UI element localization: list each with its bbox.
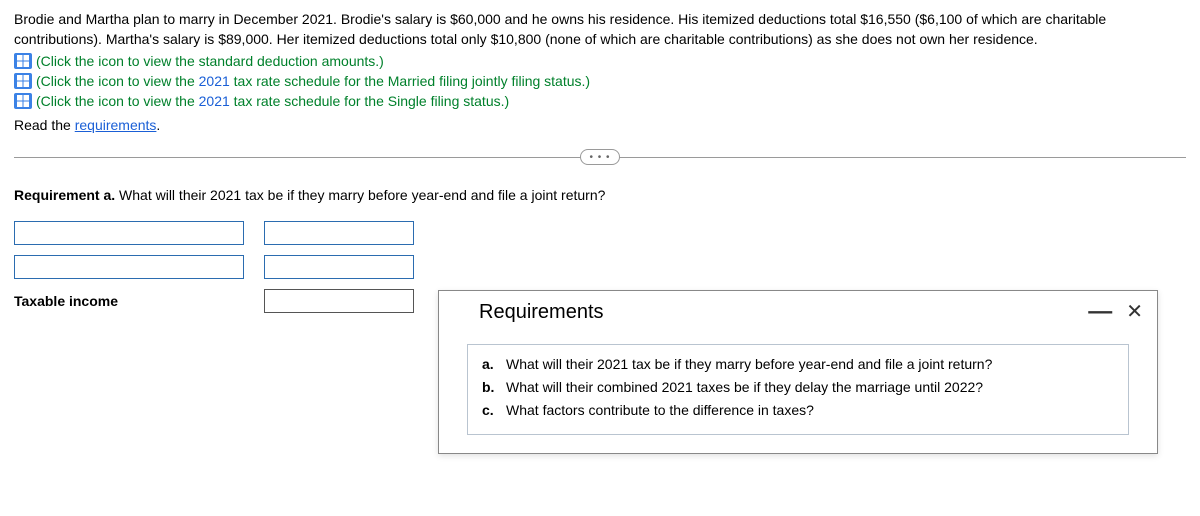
list-item: a. What will their 2021 tax be if they m… (482, 355, 1114, 374)
requirements-link[interactable]: requirements (75, 117, 157, 133)
input-row1-col2[interactable] (264, 221, 414, 245)
requirement-label: Requirement a. (14, 187, 119, 203)
table-icon[interactable] (14, 73, 32, 89)
problem-intro: Brodie and Martha plan to marry in Decem… (14, 10, 1186, 49)
requirement-a-heading: Requirement a. What will their 2021 tax … (14, 187, 1186, 203)
item-marker: c. (482, 401, 506, 420)
link-single-schedule[interactable]: (Click the icon to view the 2021 tax rat… (36, 93, 509, 109)
link-row-standard-deduction: (Click the icon to view the standard ded… (14, 53, 1186, 69)
expand-pill[interactable]: • • • (580, 149, 620, 165)
year-text: 2021 (199, 93, 230, 109)
modal-header: Requirements — ✕ (439, 291, 1157, 340)
read-requirements-line: Read the requirements. (14, 117, 1186, 133)
item-marker: b. (482, 378, 506, 397)
requirement-question: What will their 2021 tax be if they marr… (119, 187, 605, 203)
read-req-post: . (156, 117, 160, 133)
section-divider: • • • (14, 147, 1186, 167)
modal-controls: — ✕ (1088, 299, 1143, 324)
modal-title: Requirements (479, 301, 604, 324)
item-text: What will their combined 2021 taxes be i… (506, 378, 983, 397)
link-text-pre: (Click the icon to view the (36, 93, 199, 109)
input-row2-col1[interactable] (14, 255, 244, 279)
requirements-box: a. What will their 2021 tax be if they m… (467, 344, 1129, 435)
taxable-income-value[interactable] (264, 289, 414, 313)
link-standard-deduction[interactable]: (Click the icon to view the standard ded… (36, 53, 384, 69)
taxable-income-label: Taxable income (14, 293, 244, 309)
table-icon[interactable] (14, 53, 32, 69)
list-item: c. What factors contribute to the differ… (482, 401, 1114, 420)
link-row-mfj-schedule: (Click the icon to view the 2021 tax rat… (14, 73, 1186, 89)
close-icon[interactable]: ✕ (1126, 299, 1143, 324)
link-text-post: tax rate schedule for the Single filing … (230, 93, 509, 109)
item-marker: a. (482, 355, 506, 374)
link-row-single-schedule: (Click the icon to view the 2021 tax rat… (14, 93, 1186, 109)
list-item: b. What will their combined 2021 taxes b… (482, 378, 1114, 397)
table-icon[interactable] (14, 93, 32, 109)
requirements-list: a. What will their 2021 tax be if they m… (482, 355, 1114, 420)
minimize-icon[interactable]: — (1088, 306, 1112, 318)
read-req-pre: Read the (14, 117, 75, 133)
input-row1-col1[interactable] (14, 221, 244, 245)
link-text-pre: (Click the icon to view the (36, 73, 199, 89)
item-text: What will their 2021 tax be if they marr… (506, 355, 992, 374)
modal-body: a. What will their 2021 tax be if they m… (439, 340, 1157, 453)
link-mfj-schedule[interactable]: (Click the icon to view the 2021 tax rat… (36, 73, 590, 89)
inputs-grid: Taxable income (14, 221, 434, 313)
link-text-post: tax rate schedule for the Married filing… (230, 73, 590, 89)
item-text: What factors contribute to the differenc… (506, 401, 814, 420)
year-text: 2021 (199, 73, 230, 89)
requirements-modal: Requirements — ✕ a. What will their 2021… (438, 290, 1158, 454)
input-row2-col2[interactable] (264, 255, 414, 279)
